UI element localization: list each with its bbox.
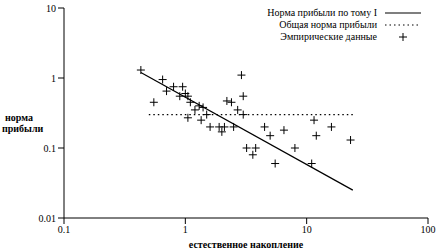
html-text:Эмпирические данные: Эмпирические данные xyxy=(280,31,377,42)
svg-text:0.1: 0.1 xyxy=(44,143,57,154)
svg-text:10: 10 xyxy=(46,3,56,14)
svg-text:100: 100 xyxy=(421,224,431,235)
svg-text:1: 1 xyxy=(51,73,56,84)
svg-text:0.1: 0.1 xyxy=(58,224,71,235)
html-text:норма прибыли: норма прибыли xyxy=(2,112,44,134)
svg-text:естественное накопление: естественное накопление xyxy=(189,239,304,250)
html-text:Общая норма прибыли: Общая норма прибыли xyxy=(279,19,377,30)
svg-text:1: 1 xyxy=(183,224,188,235)
svg-text:10: 10 xyxy=(302,224,312,235)
svg-text:0.01: 0.01 xyxy=(39,213,57,224)
html-text:Норма прибыли по тому I: Норма прибыли по тому I xyxy=(267,7,377,18)
